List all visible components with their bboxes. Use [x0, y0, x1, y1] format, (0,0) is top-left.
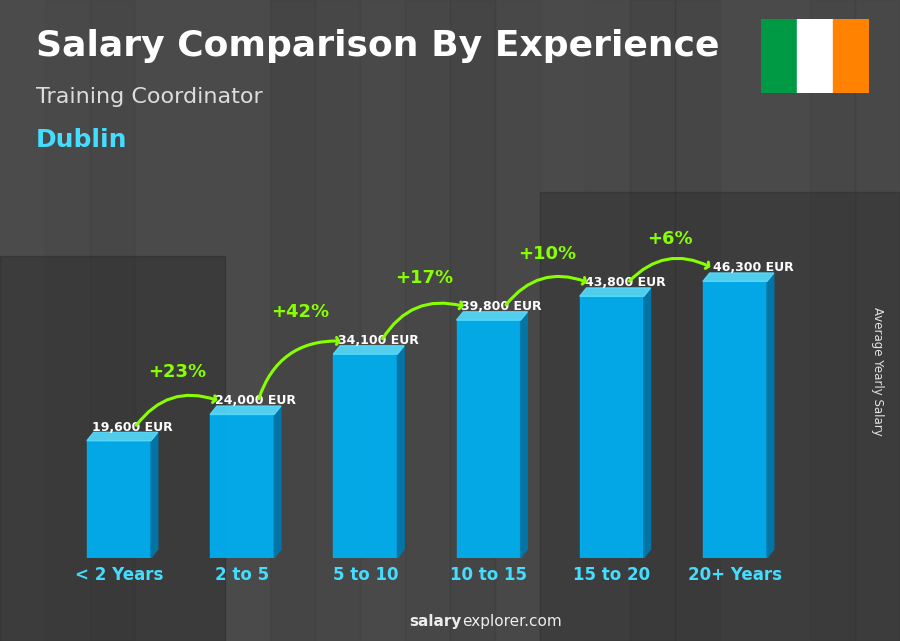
- Bar: [0, 256, 225, 641]
- Text: +23%: +23%: [148, 363, 206, 381]
- Bar: [90, 0, 135, 641]
- Bar: [540, 0, 585, 641]
- Bar: [333, 354, 398, 558]
- Bar: [135, 0, 180, 641]
- Bar: [315, 0, 360, 641]
- Text: 19,600 EUR: 19,600 EUR: [92, 420, 173, 433]
- Text: 39,800 EUR: 39,800 EUR: [462, 300, 542, 313]
- Bar: [580, 296, 644, 558]
- Bar: [45, 0, 90, 641]
- Polygon shape: [151, 432, 158, 558]
- Text: Salary Comparison By Experience: Salary Comparison By Experience: [36, 29, 719, 63]
- Polygon shape: [644, 288, 651, 558]
- Text: 34,100 EUR: 34,100 EUR: [338, 334, 419, 347]
- Polygon shape: [333, 345, 404, 354]
- Bar: [405, 0, 450, 641]
- Bar: [495, 0, 540, 641]
- Bar: [675, 0, 720, 641]
- Text: +10%: +10%: [518, 245, 576, 263]
- Text: explorer.com: explorer.com: [462, 615, 562, 629]
- Bar: [832, 19, 868, 93]
- Text: +6%: +6%: [647, 230, 693, 248]
- Bar: [796, 19, 832, 93]
- Text: +42%: +42%: [272, 303, 329, 321]
- Polygon shape: [456, 312, 527, 320]
- Text: Training Coordinator: Training Coordinator: [36, 87, 263, 106]
- Polygon shape: [210, 406, 281, 415]
- Bar: [703, 281, 767, 558]
- Bar: [855, 0, 900, 641]
- Polygon shape: [520, 312, 527, 558]
- Text: 46,300 EUR: 46,300 EUR: [713, 261, 794, 274]
- Bar: [270, 0, 315, 641]
- Text: +17%: +17%: [395, 269, 453, 287]
- Bar: [765, 0, 810, 641]
- Polygon shape: [398, 345, 404, 558]
- Polygon shape: [87, 432, 158, 441]
- Polygon shape: [703, 273, 774, 281]
- Text: 43,800 EUR: 43,800 EUR: [585, 276, 665, 289]
- Bar: [360, 0, 405, 641]
- Bar: [540, 192, 900, 641]
- Polygon shape: [767, 273, 774, 558]
- Text: 24,000 EUR: 24,000 EUR: [215, 394, 296, 407]
- Bar: [210, 415, 274, 558]
- Bar: [180, 0, 225, 641]
- Bar: [456, 320, 520, 558]
- Bar: [720, 0, 765, 641]
- Text: Dublin: Dublin: [36, 128, 128, 152]
- Bar: [87, 441, 151, 558]
- Polygon shape: [274, 406, 281, 558]
- Bar: [225, 0, 270, 641]
- Text: salary: salary: [410, 615, 462, 629]
- Bar: [0, 0, 45, 641]
- Bar: [630, 0, 675, 641]
- Polygon shape: [580, 288, 651, 296]
- Text: Average Yearly Salary: Average Yearly Salary: [871, 308, 884, 436]
- Bar: [760, 19, 796, 93]
- Bar: [810, 0, 855, 641]
- Bar: [585, 0, 630, 641]
- Bar: [450, 0, 495, 641]
